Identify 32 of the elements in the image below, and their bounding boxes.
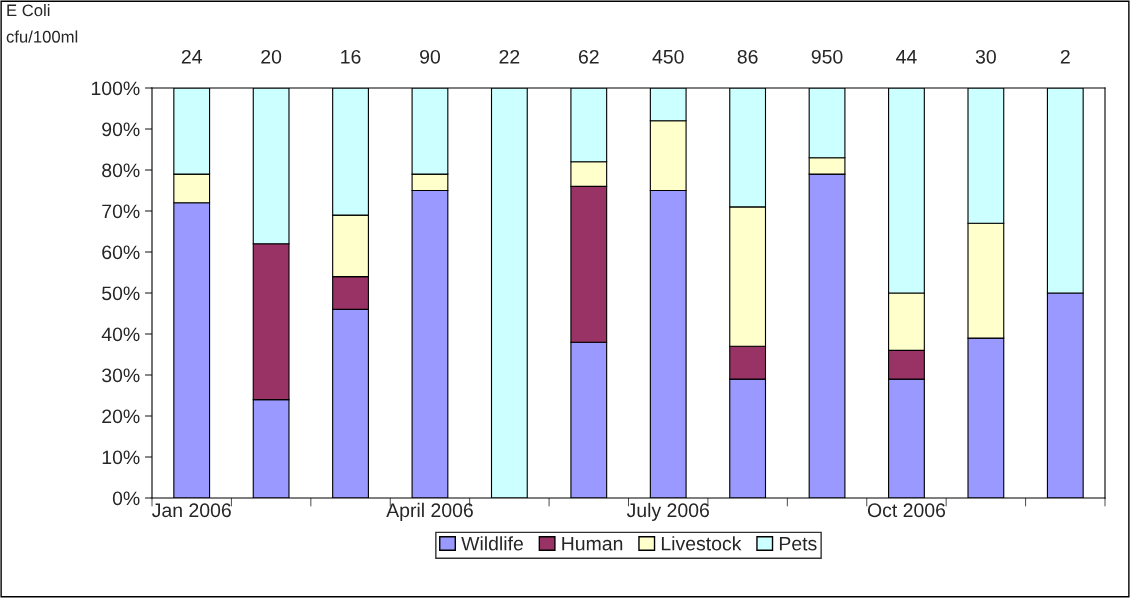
text: 90 — [420, 49, 441, 64]
legend-label: Pets — [779, 536, 817, 551]
text: 44 — [896, 50, 917, 64]
x-tick-label: Jan 2006 — [152, 503, 231, 518]
x-tick-label: Oct 2006 — [867, 503, 946, 518]
text: E Coli cfu/100ml — [6, 4, 78, 43]
y-tick-label: 30% — [102, 368, 140, 383]
text: 30 — [975, 49, 996, 64]
y-tick-label: 10% — [102, 450, 140, 465]
y-tick-label: 50% — [102, 286, 140, 301]
legend-label: Human — [562, 536, 623, 551]
legend-label: Wildlife — [461, 536, 523, 551]
text: 2 — [1060, 49, 1070, 64]
text: 24 — [181, 49, 202, 64]
text: 86 — [737, 49, 758, 64]
y-tick-label: 60% — [102, 245, 140, 260]
y-tick-label: 90% — [102, 122, 140, 137]
text: 20 — [261, 49, 282, 64]
x-tick-label: April 2006 — [386, 502, 473, 521]
x-tick-label: July 2006 — [626, 502, 709, 521]
y-tick-label: 100% — [91, 81, 140, 96]
y-tick-label: 0% — [112, 491, 140, 506]
legend-label: Livestock — [661, 536, 742, 551]
y-tick-label: 40% — [101, 327, 140, 342]
y-tick-label: 20% — [102, 409, 140, 424]
text: 16 — [341, 49, 361, 64]
y-tick-label: 70% — [102, 204, 140, 219]
text: 950 — [811, 49, 843, 64]
text: 62 — [578, 49, 599, 64]
y-tick-label: 80% — [102, 163, 140, 178]
text: 450 — [652, 49, 684, 64]
text: 22 — [499, 49, 520, 64]
